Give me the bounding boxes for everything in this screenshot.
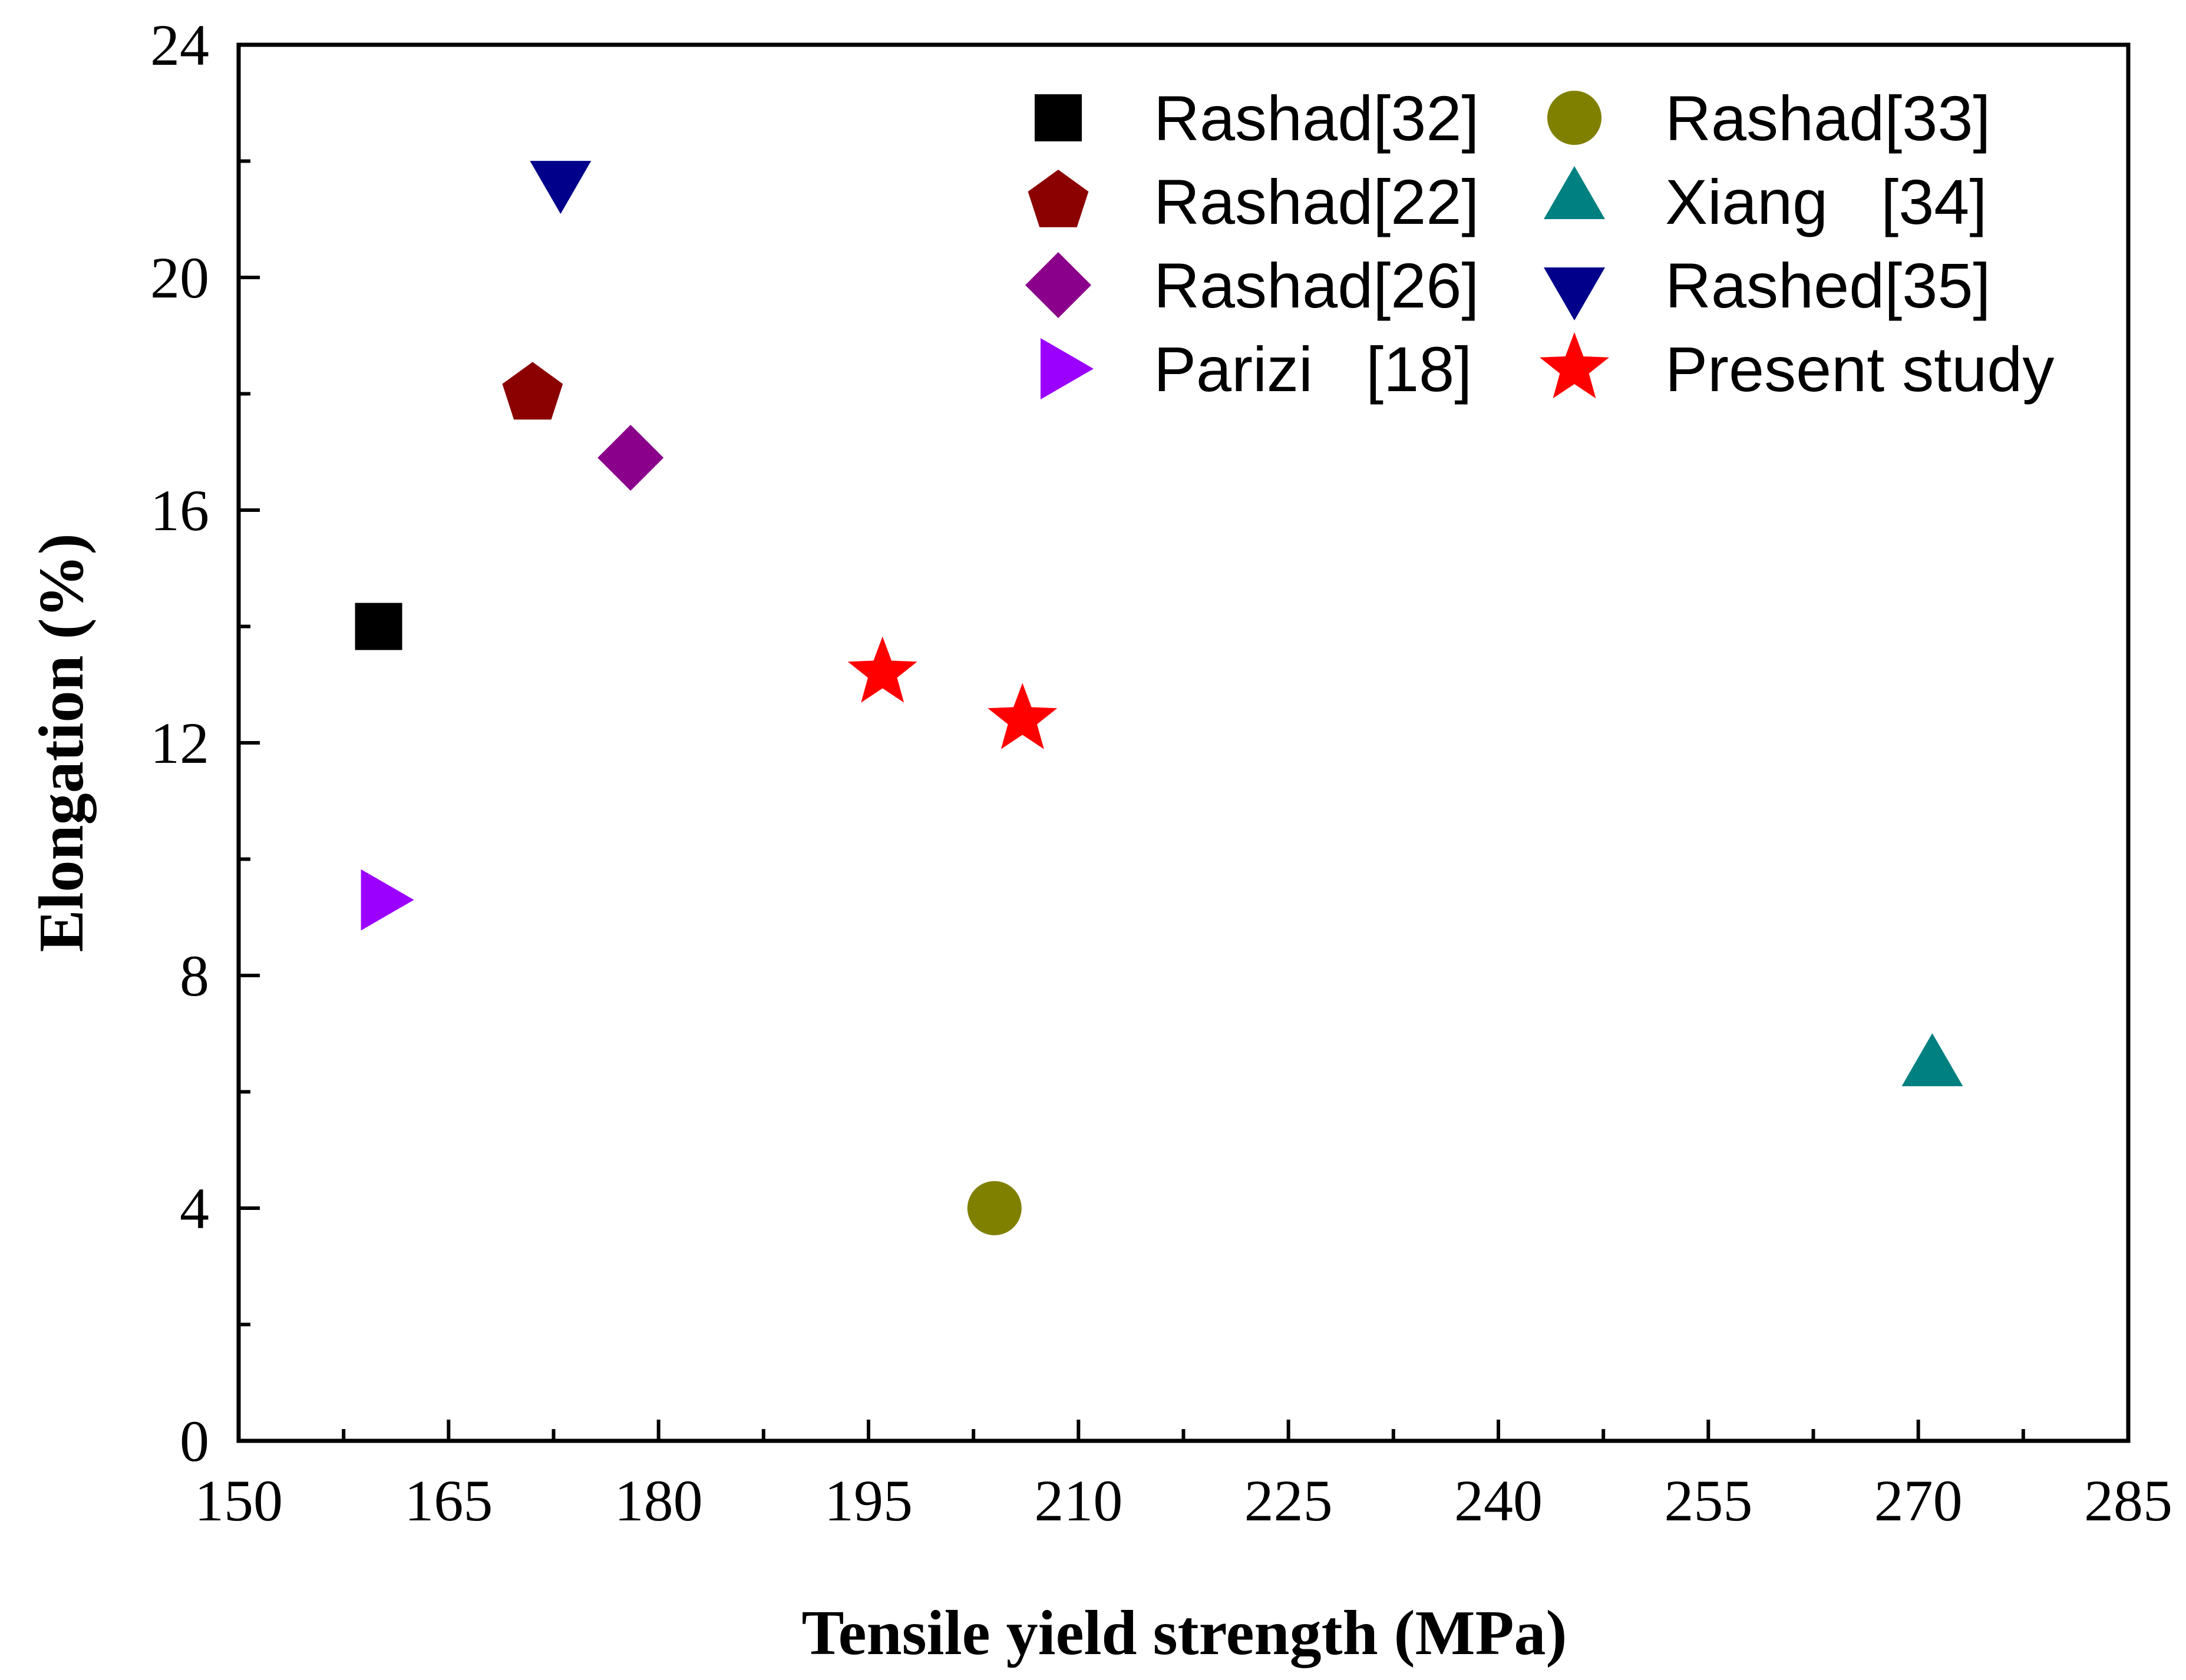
data-point-marker: [967, 1181, 1022, 1235]
data-markers: [355, 161, 1963, 1235]
data-point-marker: [597, 425, 664, 491]
y-tick-label: 0: [180, 1408, 209, 1474]
x-tick-label: 195: [824, 1468, 913, 1533]
legend-marker: [1025, 252, 1091, 318]
y-tick-label: 20: [150, 245, 209, 310]
data-point-marker: [361, 869, 414, 931]
legend-label: Rashad[33]: [1665, 82, 1990, 154]
data-point-marker: [847, 636, 917, 703]
y-axis-title: Elongation (%): [27, 533, 97, 952]
legend-label: Rashad[26]: [1154, 250, 1479, 321]
legend-marker: [1035, 94, 1082, 141]
x-tick-label: 150: [194, 1468, 283, 1533]
x-tick-label: 255: [1664, 1468, 1752, 1533]
data-point-marker: [1901, 1033, 1963, 1086]
legend-label: Rashad[32]: [1154, 82, 1479, 154]
y-tick-label: 12: [150, 710, 209, 776]
x-tick-label: 240: [1454, 1468, 1543, 1533]
axis-ticks: [237, 43, 2130, 1443]
data-point-marker: [988, 683, 1058, 749]
y-tick-label: 24: [150, 12, 209, 78]
legend-marker: [1041, 338, 1094, 399]
legend-marker: [1540, 332, 1609, 399]
legend: Rashad[32] Rashad[33] Rashad[22] Xiang [34]…: [1025, 82, 2054, 405]
legend-marker: [1544, 267, 1605, 320]
axis-tick-labels: 150 165 180 195 210 225 240 255 270 285 0 4 8 12 16 20 2…: [150, 12, 2172, 1533]
legend-label: Xiang [34]: [1665, 166, 1987, 237]
legend-marker: [1544, 166, 1605, 219]
y-tick-label: 4: [180, 1176, 209, 1241]
x-tick-label: 165: [404, 1468, 493, 1533]
y-tick-label: 8: [180, 943, 209, 1008]
legend-label: Rashad[22]: [1154, 166, 1479, 237]
data-point-marker: [355, 603, 402, 650]
x-tick-label: 210: [1034, 1468, 1122, 1533]
x-tick-label: 285: [2084, 1468, 2172, 1533]
data-point-marker: [530, 161, 592, 214]
legend-label: Parizi [18]: [1154, 333, 1472, 405]
y-tick-label: 16: [150, 478, 209, 543]
x-tick-label: 180: [615, 1468, 703, 1533]
legend-label: Rashed[35]: [1665, 250, 1990, 321]
x-tick-label: 225: [1244, 1468, 1333, 1533]
x-tick-label: 270: [1874, 1468, 1963, 1533]
legend-label: Present study: [1665, 333, 2054, 405]
legend-marker: [1547, 91, 1601, 145]
data-point-marker: [502, 362, 563, 420]
legend-marker: [1028, 170, 1089, 227]
x-axis-title: Tensile yield strength (MPa): [802, 1598, 1567, 1668]
